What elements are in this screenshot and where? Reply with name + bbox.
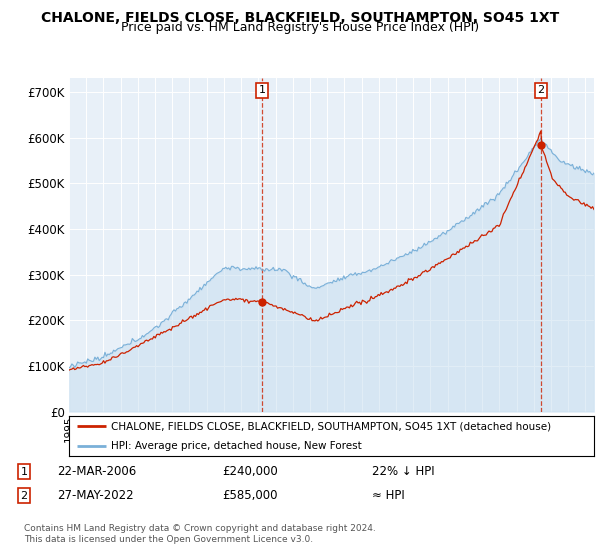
Text: 2: 2: [20, 491, 28, 501]
Text: Price paid vs. HM Land Registry's House Price Index (HPI): Price paid vs. HM Land Registry's House …: [121, 21, 479, 34]
Text: CHALONE, FIELDS CLOSE, BLACKFIELD, SOUTHAMPTON, SO45 1XT: CHALONE, FIELDS CLOSE, BLACKFIELD, SOUTH…: [41, 11, 559, 25]
Text: 27-MAY-2022: 27-MAY-2022: [57, 489, 134, 502]
Text: £240,000: £240,000: [222, 465, 278, 478]
Text: ≈ HPI: ≈ HPI: [372, 489, 405, 502]
Text: 1: 1: [259, 85, 266, 95]
Text: HPI: Average price, detached house, New Forest: HPI: Average price, detached house, New …: [111, 441, 362, 451]
Text: This data is licensed under the Open Government Licence v3.0.: This data is licensed under the Open Gov…: [24, 535, 313, 544]
Text: Contains HM Land Registry data © Crown copyright and database right 2024.: Contains HM Land Registry data © Crown c…: [24, 524, 376, 533]
Text: 2: 2: [537, 85, 544, 95]
Text: 1: 1: [20, 466, 28, 477]
Text: 22% ↓ HPI: 22% ↓ HPI: [372, 465, 434, 478]
Text: 22-MAR-2006: 22-MAR-2006: [57, 465, 136, 478]
Text: CHALONE, FIELDS CLOSE, BLACKFIELD, SOUTHAMPTON, SO45 1XT (detached house): CHALONE, FIELDS CLOSE, BLACKFIELD, SOUTH…: [111, 421, 551, 431]
Text: £585,000: £585,000: [222, 489, 277, 502]
